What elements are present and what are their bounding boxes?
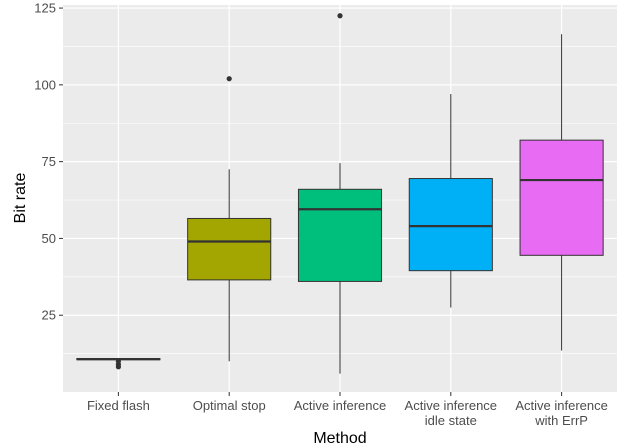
box xyxy=(519,139,604,256)
x-tick-label: Active inference xyxy=(294,398,387,413)
x-tick-label: Active inference xyxy=(515,398,608,413)
y-tick-label: 25 xyxy=(42,308,56,323)
box-group xyxy=(408,94,493,308)
x-tick-label: Active inference xyxy=(405,398,498,413)
y-tick-label: 50 xyxy=(42,231,56,246)
y-axis-ticks: 25 50 75 100 125 xyxy=(34,1,63,323)
outlier-point xyxy=(337,13,343,19)
outlier-point xyxy=(115,364,121,370)
x-tick-label: with ErrP xyxy=(534,413,588,428)
x-axis-title: Method xyxy=(313,430,366,447)
box-group xyxy=(297,13,383,374)
x-axis-ticks: Fixed flash Optimal stop Active inference A… xyxy=(87,392,608,428)
x-tick-label: Fixed flash xyxy=(87,398,150,413)
y-axis-title: Bit rate xyxy=(12,173,29,224)
box xyxy=(297,188,383,282)
outlier-point xyxy=(226,76,232,82)
x-tick-label: Optimal stop xyxy=(193,398,266,413)
y-tick-label: 125 xyxy=(34,1,56,16)
x-tick-label: idle state xyxy=(425,413,477,428)
box-group xyxy=(519,34,604,351)
boxes xyxy=(76,13,604,374)
box-group xyxy=(76,358,161,370)
box-group xyxy=(187,76,272,362)
box xyxy=(187,217,272,281)
y-tick-label: 75 xyxy=(42,154,56,169)
box xyxy=(408,178,493,272)
y-tick-label: 100 xyxy=(34,77,56,92)
